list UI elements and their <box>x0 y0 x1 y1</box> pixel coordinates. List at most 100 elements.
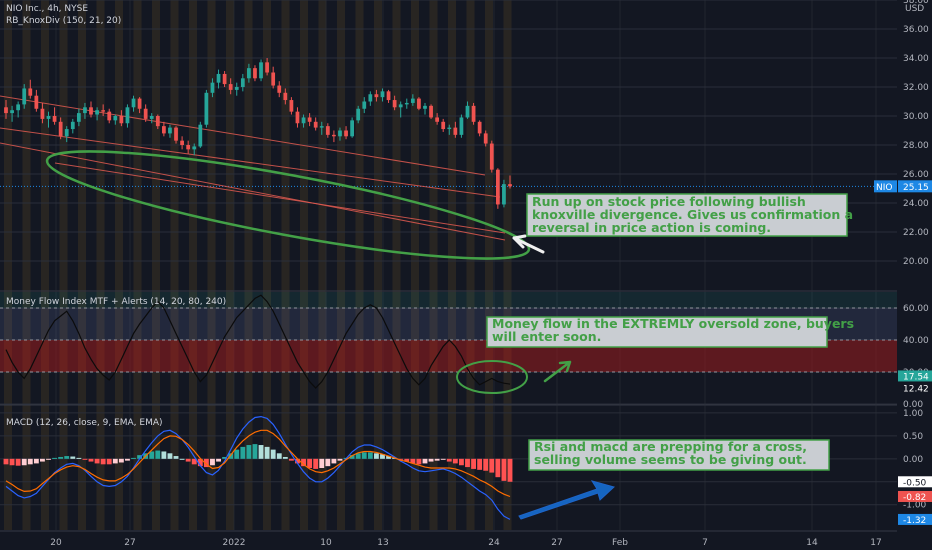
candle-body <box>344 130 348 137</box>
candle-body <box>283 92 288 101</box>
candle-body <box>76 113 81 122</box>
candle-body <box>350 120 355 137</box>
price-pane[interactable]: Run up on stock price following bullish k… <box>0 58 853 279</box>
session-stripe <box>429 0 438 530</box>
price-annotation-text: Run up on stock price following bullish k… <box>532 194 853 235</box>
mfi-pane[interactable]: Money flow in the EXTREMLY oversold zone… <box>0 292 897 394</box>
macd-histogram-bar <box>319 458 325 468</box>
candle-body <box>295 111 300 124</box>
macd-histogram-bar <box>118 458 124 463</box>
time-tick-label: 2022 <box>223 538 246 548</box>
macd-histogram-bar <box>40 458 45 462</box>
macd-histogram-bar <box>52 457 58 459</box>
mfi-tick-label: 40.00 <box>903 336 929 346</box>
candle-body <box>338 130 342 137</box>
macd-pane[interactable]: Rsi and macd are prepping for a cross, se… <box>3 415 830 520</box>
candle-body <box>40 108 45 119</box>
time-tick-label: 13 <box>377 538 388 548</box>
macd-histogram-bar <box>355 453 361 459</box>
price-annotation-box <box>526 193 848 237</box>
divergence-ellipse <box>45 150 531 260</box>
candle-body <box>508 184 512 187</box>
price-tick-label: 26.00 <box>903 170 929 180</box>
candle-body <box>22 88 27 105</box>
macd-histogram-bar <box>489 458 495 473</box>
candle-body <box>265 62 269 73</box>
macd-histogram-bar <box>434 458 440 461</box>
session-stripe <box>263 0 271 530</box>
macd-histogram-bar <box>471 458 476 469</box>
candle-body <box>210 82 215 93</box>
candle-body <box>168 127 172 134</box>
macd-histogram-bar <box>367 452 373 459</box>
candle-body <box>4 107 8 114</box>
time-tick-label: 14 <box>806 538 818 548</box>
candle-body <box>368 94 373 102</box>
macd-histogram-bar <box>307 458 313 468</box>
price-tick-label: 34.00 <box>903 54 929 64</box>
candle-body <box>64 129 69 137</box>
time-tick-label: 7 <box>702 538 708 548</box>
trendlines <box>0 95 506 241</box>
candle-body <box>356 108 361 121</box>
signal-line <box>5 429 511 498</box>
session-stripe <box>226 0 234 530</box>
macd-histogram-bar <box>216 458 221 462</box>
candle-body <box>186 145 191 150</box>
macd-title: MACD (12, 26, close, 9, EMA, EMA) <box>6 418 163 428</box>
candle-body <box>58 121 63 137</box>
macd-histogram-bar <box>440 458 446 460</box>
macd-value-label: -1.32 <box>903 516 926 526</box>
session-stripe <box>78 0 86 530</box>
session-stripe <box>189 0 197 530</box>
macd-histogram-bar <box>428 458 434 462</box>
candle-body <box>502 184 506 205</box>
macd-histogram-bar <box>416 458 422 465</box>
macd-histogram-bar <box>240 446 246 459</box>
macd-histogram-bar <box>76 457 82 459</box>
macd-annotation-text: Rsi and macd are prepping for a cross, se… <box>534 439 807 467</box>
session-stripe <box>133 0 142 530</box>
candle-body <box>398 104 403 108</box>
macd-histogram-bar <box>386 456 391 459</box>
mfi-value-tag <box>898 382 932 394</box>
candle-body <box>259 62 263 79</box>
macd-histogram-bar <box>361 452 367 459</box>
mfi-line <box>5 294 511 389</box>
candle-body <box>289 100 294 112</box>
mfi-annotation-text: Money flow in the EXTREMLY oversold zone… <box>492 316 854 344</box>
macd-histogram-bar <box>258 445 264 459</box>
candle-body <box>70 121 75 130</box>
time-axis[interactable]: 20 27 2022 10 13 24 27 Feb 7 14 17 <box>50 538 881 548</box>
macd-histogram-bar <box>58 456 64 459</box>
session-stripe <box>41 0 49 530</box>
candle-body <box>410 98 415 103</box>
mfi-bands <box>0 292 897 373</box>
session-stripe <box>96 0 105 530</box>
macd-histogram-bar <box>313 458 319 469</box>
candle-body <box>253 68 257 79</box>
macd-histogram-bar <box>100 458 106 465</box>
macd-histogram-bar <box>458 458 464 466</box>
candle-body <box>174 127 178 141</box>
candle-body <box>271 72 276 86</box>
session-stripe <box>411 0 419 530</box>
macd-histogram-bar <box>398 458 404 460</box>
symbol-tag-box <box>874 180 897 193</box>
candle-body <box>204 92 209 125</box>
macd-histogram-bar <box>203 458 209 468</box>
macd-histogram-bar <box>337 458 343 461</box>
candle-body <box>161 126 166 134</box>
macd-value-tag <box>898 490 932 502</box>
candle-body <box>423 105 427 109</box>
macd-histogram-bar <box>246 445 252 459</box>
trendline <box>54 162 506 234</box>
candle-body <box>362 101 367 109</box>
mfi-ellipse <box>456 360 528 394</box>
candle-body <box>447 127 452 130</box>
macd-histogram-bar <box>15 458 21 466</box>
price-axis[interactable]: 20.00 22.00 24.00 26.00 28.00 30.00 32.00 34.00… <box>874 0 932 550</box>
candle-body <box>52 116 57 122</box>
macd-histogram-bar <box>191 458 197 465</box>
